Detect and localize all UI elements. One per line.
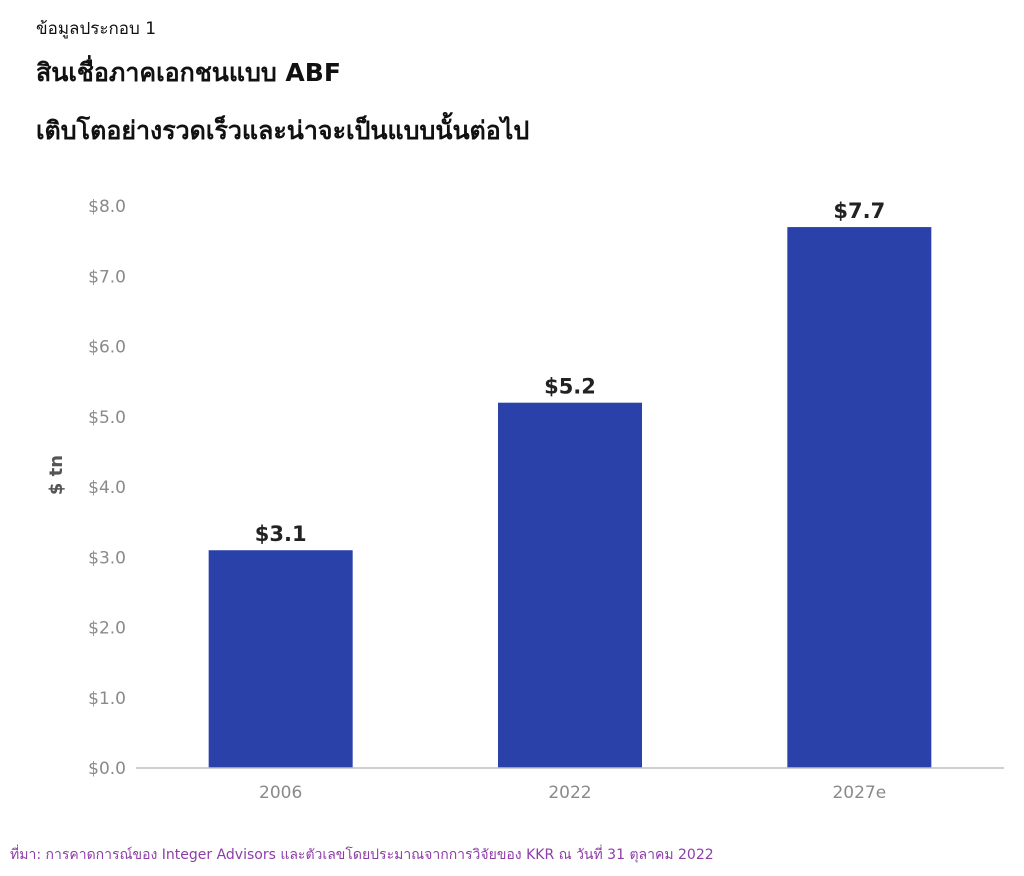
- y-tick-label: $2.0: [88, 619, 126, 639]
- y-tick-label: $6.0: [88, 338, 126, 358]
- chart-header: ข้อมูลประกอบ 1 สินเชื่อภาคเอกชนแบบ ABF เ…: [36, 14, 996, 160]
- y-axis-label: $ tn: [46, 455, 67, 495]
- x-tick-label-2022: 2022: [548, 783, 591, 803]
- bars: [208, 227, 932, 768]
- data-label-2027e: $7.7: [833, 199, 885, 223]
- source-note: ที่มา: การคาดการณ์ของ Integer Advisors แ…: [10, 847, 714, 863]
- chart-title-line-2: เติบโตอย่างรวดเร็วและน่าจะเป็นแบบนั้นต่อ…: [36, 116, 530, 145]
- chart-area: $0.0 $1.0 $2.0 $3.0 $4.0 $5.0 $6.0 $7.0 $8.0 $3.…: [0, 180, 1024, 820]
- data-label-2006: $3.1: [255, 522, 307, 546]
- chart-title-line-1: สินเชื่อภาคเอกชนแบบ ABF: [36, 58, 341, 87]
- y-axis-ticks: $0.0 $1.0 $2.0 $3.0 $4.0 $5.0 $6.0 $7.0 $8.0: [88, 197, 126, 779]
- data-label-2022: $5.2: [544, 375, 596, 399]
- y-tick-label: $1.0: [88, 689, 126, 709]
- x-tick-label-2027e: 2027e: [832, 783, 886, 803]
- y-tick-label: $0.0: [88, 759, 126, 779]
- bar-2027e: [787, 227, 932, 768]
- bar-chart: $0.0 $1.0 $2.0 $3.0 $4.0 $5.0 $6.0 $7.0 $8.0 $3.…: [46, 197, 1004, 803]
- y-tick-label: $3.0: [88, 548, 126, 568]
- data-labels: $3.1 $5.2 $7.7: [255, 199, 885, 546]
- y-tick-label: $4.0: [88, 478, 126, 498]
- bar-2022: [498, 402, 642, 768]
- y-tick-label: $8.0: [88, 197, 126, 217]
- x-axis-ticks: 2006 2022 2027e: [259, 783, 886, 803]
- exhibit-label: ข้อมูลประกอบ 1: [36, 19, 157, 39]
- x-tick-label-2006: 2006: [259, 783, 302, 803]
- bar-2006: [208, 550, 353, 768]
- y-tick-label: $5.0: [88, 408, 126, 428]
- y-tick-label: $7.0: [88, 267, 126, 287]
